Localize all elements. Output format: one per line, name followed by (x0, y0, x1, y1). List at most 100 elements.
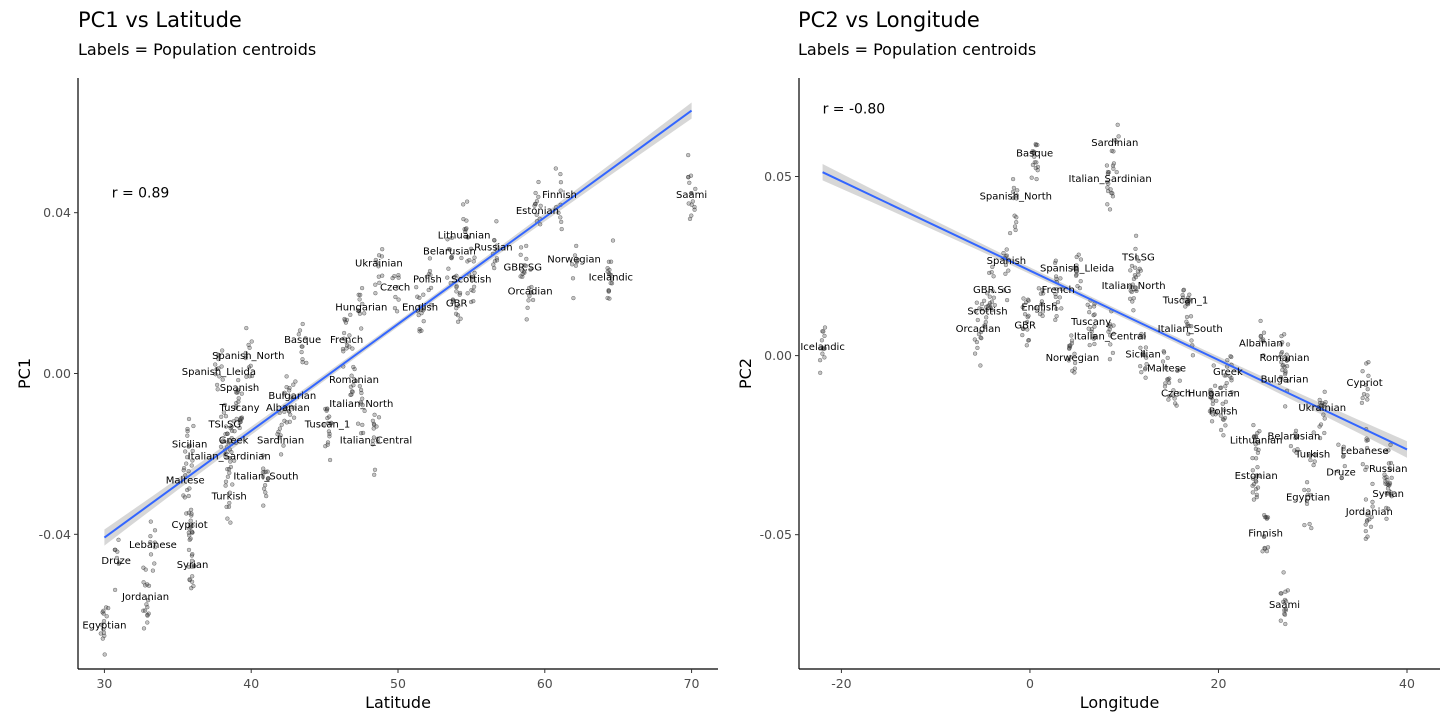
sample-point (1364, 361, 1369, 366)
sample-point (530, 297, 536, 303)
sample-point (1007, 230, 1013, 236)
sample-point (325, 442, 330, 447)
sample-point (1129, 289, 1134, 295)
sample-point (260, 470, 266, 475)
sample-point (227, 470, 232, 476)
centroid-label: TSI.SG (1121, 253, 1155, 264)
sample-point (518, 245, 524, 250)
sample-point (1278, 591, 1283, 596)
sample-point (148, 519, 153, 524)
sample-point (571, 295, 576, 301)
sample-point (526, 298, 531, 303)
sample-point (101, 630, 107, 635)
x-axis-title: Longitude (1080, 693, 1160, 712)
centroid-label: Basque (1016, 149, 1053, 160)
sample-point (1342, 463, 1347, 469)
sample-point (1304, 498, 1310, 503)
sample-point (558, 171, 563, 177)
centroid-label: Icelandic (800, 342, 844, 353)
sample-point (1086, 326, 1091, 331)
centroid-label: Syrian (177, 560, 209, 571)
centroid-label: Turkish (211, 492, 247, 503)
x-tick-label: 30 (96, 676, 112, 691)
sample-point (356, 292, 361, 297)
sample-point (1285, 357, 1291, 362)
sample-point (1308, 457, 1313, 463)
centroid-label: Sardinian (257, 435, 304, 446)
sample-point (464, 199, 470, 204)
sample-point (100, 636, 105, 641)
sample-point (1055, 299, 1061, 305)
y-tick-label: 0.05 (764, 169, 792, 184)
sample-point (152, 561, 157, 566)
sample-point (261, 486, 267, 491)
sample-point (1364, 445, 1370, 451)
sample-point (1383, 481, 1388, 486)
sample-point (1288, 443, 1294, 449)
sample-point (1131, 296, 1136, 301)
sample-point (686, 201, 691, 206)
sample-point (326, 429, 332, 434)
sample-point (352, 366, 357, 372)
sample-point (1111, 149, 1116, 154)
sample-point (114, 555, 120, 561)
centroid-label: Saami (676, 190, 707, 201)
sample-point (1137, 334, 1142, 340)
sample-point (141, 580, 146, 585)
sample-point (569, 262, 575, 267)
sample-point (991, 295, 997, 300)
sample-point (1187, 323, 1192, 329)
sample-point (1302, 487, 1307, 493)
sample-point (1059, 306, 1064, 311)
sample-point (1040, 309, 1045, 314)
sample-point (247, 374, 252, 379)
sample-point (467, 257, 472, 263)
sample-point (1190, 353, 1196, 358)
sample-point (144, 602, 149, 607)
centroid-label: Romanian (329, 375, 379, 386)
correlation-annotation: r = -0.80 (823, 101, 886, 117)
sample-point (299, 349, 304, 355)
correlation-annotation: r = 0.89 (112, 186, 170, 202)
sample-point (357, 383, 362, 389)
sample-point (190, 552, 195, 557)
sample-point (974, 300, 979, 305)
sample-point (605, 269, 610, 274)
sample-point (225, 516, 230, 521)
sample-point (529, 284, 534, 290)
y-axis-title: PC2 (736, 358, 755, 389)
sample-point (976, 331, 982, 337)
sample-point (1021, 326, 1026, 332)
sample-point (608, 280, 613, 286)
sample-point (1015, 188, 1020, 193)
sample-point (1108, 333, 1113, 338)
sample-point (1066, 358, 1071, 363)
sample-point (292, 405, 297, 410)
sample-point (181, 468, 186, 473)
sample-point (1278, 374, 1284, 380)
centroid-label: Ukrainian (1298, 403, 1346, 414)
sample-point (1132, 273, 1138, 278)
sample-point (471, 298, 476, 304)
sample-point (1031, 150, 1036, 155)
sample-point (558, 180, 564, 185)
sample-point (191, 423, 196, 429)
sample-point (282, 390, 287, 395)
sample-point (1029, 175, 1034, 180)
sample-point (341, 330, 347, 336)
pc1-latitude-plot: Saami Finnish Estonian Lithuanian Belarusian… (15, 78, 718, 712)
sample-point (1258, 334, 1263, 339)
sample-point (1175, 368, 1180, 374)
sample-point (1220, 401, 1225, 406)
centroid-label: Egyptian (1286, 493, 1330, 504)
centroid-label: Polish (1209, 407, 1238, 418)
sample-point (972, 351, 978, 356)
sample-point (686, 152, 691, 158)
sample-point (536, 194, 541, 200)
sample-point (220, 348, 225, 353)
sample-point (1054, 277, 1059, 282)
sample-point (818, 370, 823, 375)
sample-point (527, 293, 532, 299)
sample-point (491, 262, 496, 267)
x-tick-label: 20 (1211, 676, 1227, 691)
